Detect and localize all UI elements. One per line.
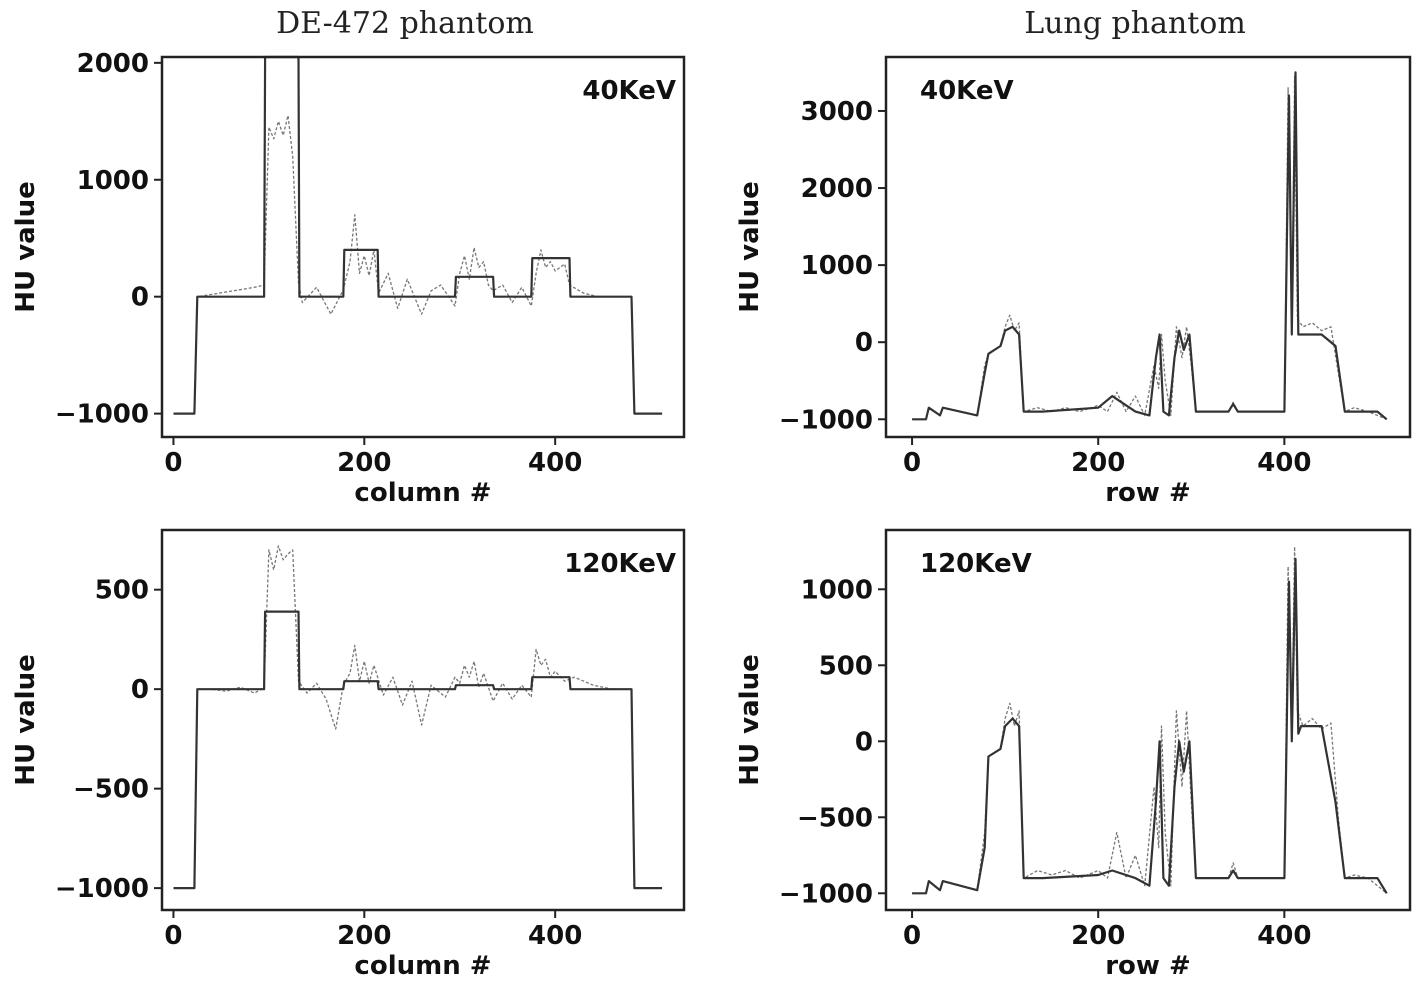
series-line-noisy [912, 75, 1387, 420]
x-tick-label: 0 [903, 448, 921, 478]
x-tick-label: 0 [164, 921, 182, 951]
y-tick-label: −500 [73, 775, 149, 805]
chart-panel-2: 0 200 400 −1000 −500 0 500 column # HU value 120K… [11, 528, 686, 981]
series-line-solid [912, 557, 1388, 895]
x-tick-label: 400 [528, 448, 582, 478]
y-tick-label: 1000 [77, 166, 149, 196]
energy-annotation: 40KeV [582, 76, 676, 106]
chart-panel-1: 0 200 400 −1000 0 1000 2000 3000 row # HU value 40… [735, 55, 1412, 508]
y-tick-label: 1000 [801, 251, 873, 281]
x-axis-label: row # [1105, 951, 1191, 981]
series-line-noisy [173, 114, 663, 415]
y-tick-label: −500 [797, 803, 873, 833]
series-line-solid [173, 55, 663, 415]
y-tick-label: 500 [95, 576, 149, 606]
x-axis-label: column # [354, 478, 491, 508]
y-axis-label: HU value [735, 181, 765, 312]
x-tick-label: 200 [337, 921, 391, 951]
chart-panel-3: 0 200 400 −1000 −500 0 500 1000 row # HU value 120… [735, 528, 1412, 981]
y-axis-label: HU value [11, 181, 41, 312]
y-tick-label: 500 [819, 651, 873, 681]
plot-frame [160, 55, 686, 439]
y-axis-label: HU value [11, 654, 41, 785]
x-tick-label: 400 [1257, 921, 1311, 951]
y-tick-label: −1000 [55, 874, 149, 904]
series-line-solid [912, 71, 1388, 421]
x-tick-label: 0 [903, 921, 921, 951]
y-tick-label: 0 [855, 328, 873, 358]
plot-frame [160, 528, 686, 912]
column-title-left: DE-472 phantom [276, 6, 534, 41]
y-tick-label: 2000 [77, 49, 149, 79]
y-tick-label: 3000 [801, 97, 873, 127]
x-tick-label: 0 [164, 448, 182, 478]
y-tick-label: 0 [855, 727, 873, 757]
plot-frame [884, 528, 1412, 912]
plot-frame [884, 55, 1412, 439]
y-tick-label: −1000 [779, 405, 873, 435]
x-tick-label: 400 [528, 921, 582, 951]
x-tick-label: 200 [337, 448, 391, 478]
energy-annotation: 40KeV [920, 76, 1014, 106]
x-tick-label: 200 [1071, 448, 1125, 478]
series-line-noisy [912, 546, 1388, 894]
y-tick-label: 0 [131, 675, 149, 705]
series-line-noisy [173, 545, 663, 889]
y-tick-label: −1000 [55, 400, 149, 430]
chart-panel-0: 0 200 400 −1000 0 1000 2000 column # HU value 40K… [11, 49, 686, 508]
x-tick-label: 400 [1257, 448, 1311, 478]
energy-annotation: 120KeV [920, 549, 1032, 579]
y-tick-label: −1000 [779, 879, 873, 909]
column-title-right: Lung phantom [1024, 6, 1246, 41]
y-tick-label: 1000 [801, 575, 873, 605]
series-line-solid [173, 610, 663, 890]
x-tick-label: 200 [1071, 921, 1125, 951]
y-tick-label: 2000 [801, 174, 873, 204]
y-axis-label: HU value [735, 654, 765, 785]
x-axis-label: row # [1105, 478, 1191, 508]
energy-annotation: 120KeV [564, 549, 676, 579]
y-tick-label: 0 [131, 283, 149, 313]
x-axis-label: column # [354, 951, 491, 981]
